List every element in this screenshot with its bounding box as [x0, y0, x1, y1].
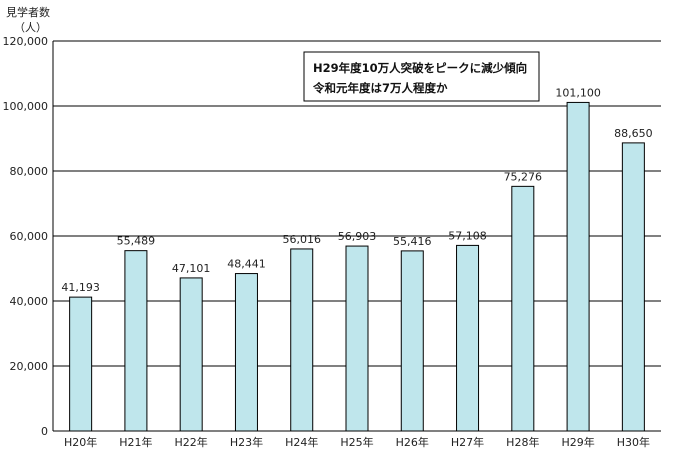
y-tick-label: 80,000	[10, 165, 49, 178]
y-tick-label: 20,000	[10, 360, 49, 373]
x-tick-label: H25年	[340, 435, 373, 449]
data-label: 57,108	[448, 229, 487, 242]
x-tick-label: H20年	[64, 435, 97, 449]
x-tick-label: H29年	[561, 435, 594, 449]
data-label: 47,101	[172, 262, 211, 275]
data-label: 75,276	[504, 170, 543, 183]
bars	[69, 101, 645, 432]
x-tick-label: H23年	[230, 435, 263, 449]
x-tick-label: H28年	[506, 435, 539, 449]
data-label: 88,650	[614, 127, 653, 140]
y-tick-label: 60,000	[10, 230, 49, 243]
bar	[400, 250, 424, 432]
y-tick-label: 120,000	[3, 35, 49, 48]
bar	[124, 250, 148, 432]
bar	[345, 245, 369, 432]
data-label: 56,903	[338, 230, 377, 243]
y-axis-label-line1: 見学者数	[6, 5, 50, 19]
data-label: 56,016	[282, 233, 321, 246]
gridlines	[53, 40, 661, 367]
data-label: 41,193	[61, 281, 100, 294]
bar	[566, 101, 590, 432]
bar	[290, 248, 314, 432]
y-axis-label-line2: （人）	[14, 21, 47, 34]
data-label: 55,489	[117, 235, 156, 248]
bar	[621, 142, 645, 432]
x-tick-label: H24年	[285, 435, 318, 449]
x-tick-label: H27年	[451, 435, 484, 449]
y-axis-ticks: 0 20,000 40,000 60,000 80,000 100,000 120,000	[3, 35, 49, 438]
annotation-box: H29年度10万人突破をピークに減少傾向 令和元年度は7万人程度か	[303, 51, 540, 102]
bar	[179, 277, 203, 432]
x-axis-ticks: H20年 H21年 H22年 H23年 H24年 H25年 H26年 H27年 H28年 H29年…	[64, 435, 650, 449]
y-tick-label: 100,000	[3, 100, 49, 113]
x-tick-label: H21年	[119, 435, 152, 449]
data-label: 101,100	[555, 86, 601, 99]
data-labels: 41,193 55,489 47,101 48,441 56,016 56,903 55,4…	[61, 86, 652, 294]
bar	[511, 185, 535, 432]
x-tick-label: H22年	[175, 435, 208, 449]
bar	[69, 296, 93, 432]
x-tick-label: H26年	[396, 435, 429, 449]
data-label: 48,441	[227, 258, 266, 271]
annotation-line2: 令和元年度は7万人程度か	[312, 81, 448, 95]
annotation-line1: H29年度10万人突破をピークに減少傾向	[313, 61, 527, 75]
x-tick-label: H30年	[617, 435, 650, 449]
y-tick-label: 40,000	[10, 295, 49, 308]
bar	[234, 273, 258, 432]
data-label: 55,416	[393, 235, 432, 248]
y-tick-label: 0	[41, 425, 48, 438]
bar	[456, 244, 480, 432]
